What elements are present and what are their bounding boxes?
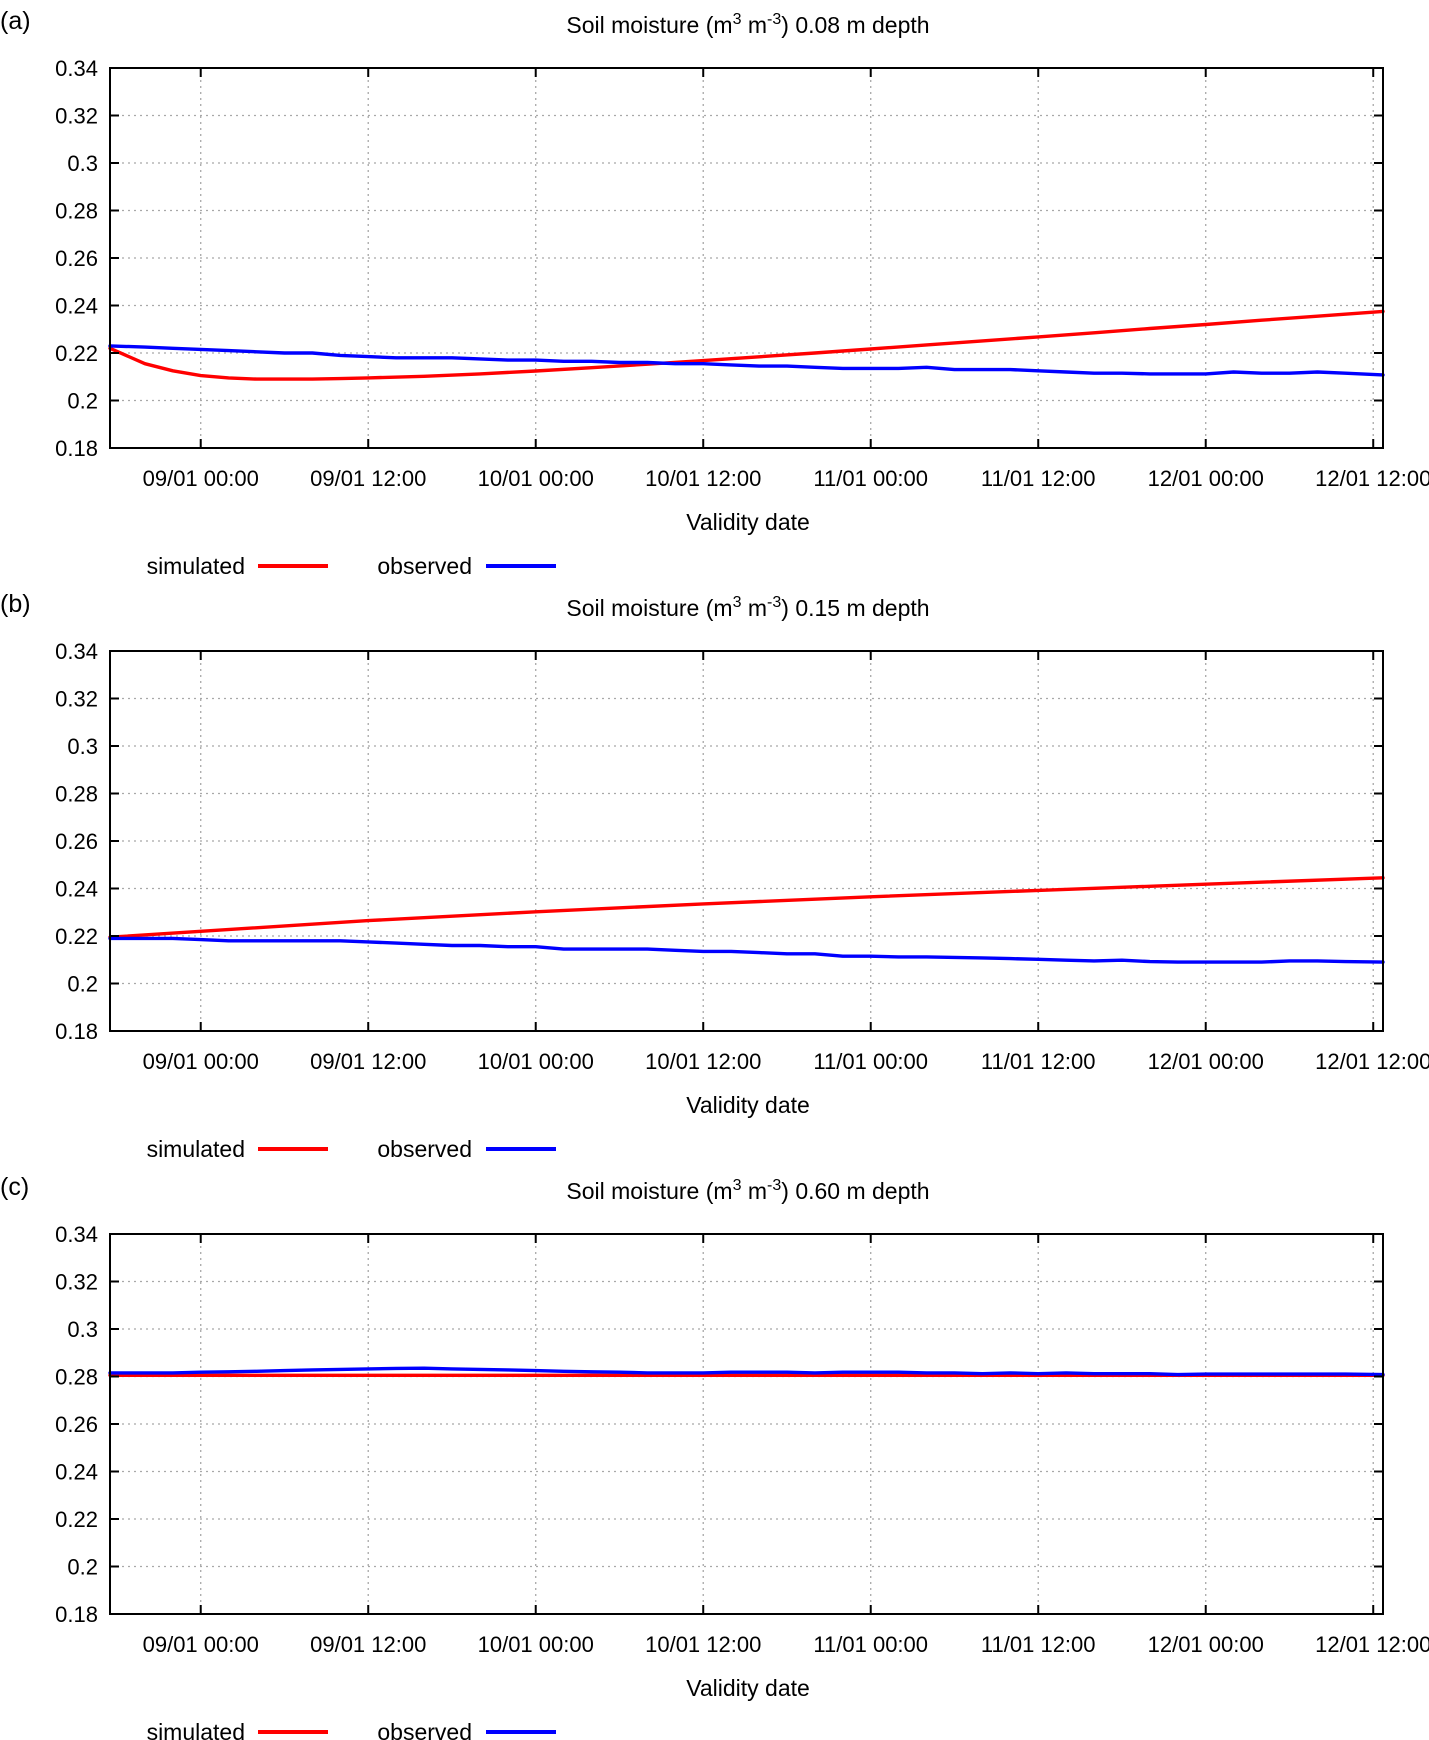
x-tick-label: 10/01 00:00 [478, 1632, 594, 1657]
y-tick-label: 0.34 [55, 56, 98, 81]
y-tick-label: 0.22 [55, 924, 98, 949]
y-tick-label: 0.2 [67, 389, 98, 414]
x-tick-label: 11/01 12:00 [981, 1632, 1096, 1657]
legend-label-observed: observed [377, 553, 472, 579]
x-tick-label: 12/01 12:00 [1315, 1632, 1429, 1657]
y-tick-label: 0.24 [55, 877, 98, 902]
y-tick-label: 0.28 [55, 199, 98, 224]
series-line-simulated [108, 309, 1385, 381]
y-tick-label: 0.18 [55, 1019, 98, 1044]
x-tick-label: 11/01 00:00 [813, 466, 928, 491]
y-tick-label: 0.24 [55, 294, 98, 319]
legend-label-simulated: simulated [147, 1136, 245, 1162]
x-tick-label: 12/01 00:00 [1148, 1049, 1264, 1074]
x-tick-label: 12/01 00:00 [1148, 1632, 1264, 1657]
y-tick-label: 0.34 [55, 1222, 98, 1247]
panel-label: (b) [0, 590, 31, 618]
y-tick-label: 0.28 [55, 1365, 98, 1390]
legend-label-observed: observed [377, 1719, 472, 1740]
y-tick-label: 0.18 [55, 436, 98, 461]
y-tick-label: 0.18 [55, 1602, 98, 1627]
x-tick-label: 11/01 12:00 [981, 1049, 1096, 1074]
y-tick-label: 0.26 [55, 246, 98, 271]
x-tick-label: 09/01 00:00 [143, 1049, 259, 1074]
y-tick-label: 0.28 [55, 782, 98, 807]
chart-title: Soil moisture (m3 m-3) 0.15 m depth [566, 594, 929, 621]
x-tick-label: 11/01 00:00 [813, 1632, 928, 1657]
series-line-observed [108, 344, 1385, 377]
legend-label-simulated: simulated [147, 1719, 245, 1740]
x-tick-label: 12/01 12:00 [1315, 466, 1429, 491]
x-tick-label: 10/01 00:00 [478, 1049, 594, 1074]
series-line-simulated [108, 876, 1385, 939]
y-tick-label: 0.26 [55, 1412, 98, 1437]
panel-label: (a) [0, 7, 31, 35]
y-tick-label: 0.3 [67, 151, 98, 176]
y-tick-label: 0.32 [55, 104, 98, 129]
x-tick-label: 10/01 00:00 [478, 466, 594, 491]
y-tick-label: 0.24 [55, 1460, 98, 1485]
x-tick-label: 11/01 12:00 [981, 466, 1096, 491]
x-axis-label: Validity date [686, 509, 810, 535]
x-tick-label: 10/01 12:00 [645, 466, 761, 491]
legend-label-observed: observed [377, 1136, 472, 1162]
x-tick-label: 12/01 12:00 [1315, 1049, 1429, 1074]
y-tick-label: 0.22 [55, 1507, 98, 1532]
x-tick-label: 10/01 12:00 [645, 1632, 761, 1657]
x-tick-label: 09/01 12:00 [310, 1632, 426, 1657]
y-tick-label: 0.34 [55, 639, 98, 664]
chart-title: Soil moisture (m3 m-3) 0.60 m depth [566, 1177, 929, 1204]
y-tick-label: 0.32 [55, 1270, 98, 1295]
x-tick-label: 09/01 00:00 [143, 1632, 259, 1657]
y-tick-label: 0.2 [67, 972, 98, 997]
x-tick-label: 10/01 12:00 [645, 1049, 761, 1074]
x-tick-label: 09/01 12:00 [310, 466, 426, 491]
legend-label-simulated: simulated [147, 553, 245, 579]
series-line-observed [108, 1366, 1385, 1377]
x-axis-label: Validity date [686, 1092, 810, 1118]
panel-label: (c) [0, 1173, 29, 1201]
chart-title: Soil moisture (m3 m-3) 0.08 m depth [566, 11, 929, 38]
x-axis-label: Validity date [686, 1675, 810, 1701]
y-tick-label: 0.26 [55, 829, 98, 854]
x-tick-label: 09/01 00:00 [143, 466, 259, 491]
y-tick-label: 0.32 [55, 687, 98, 712]
y-tick-label: 0.3 [67, 734, 98, 759]
y-tick-label: 0.2 [67, 1555, 98, 1580]
series-line-observed [108, 936, 1385, 964]
x-tick-label: 12/01 00:00 [1148, 466, 1264, 491]
x-tick-label: 09/01 12:00 [310, 1049, 426, 1074]
y-tick-label: 0.3 [67, 1317, 98, 1342]
y-tick-label: 0.22 [55, 341, 98, 366]
x-tick-label: 11/01 00:00 [813, 1049, 928, 1074]
